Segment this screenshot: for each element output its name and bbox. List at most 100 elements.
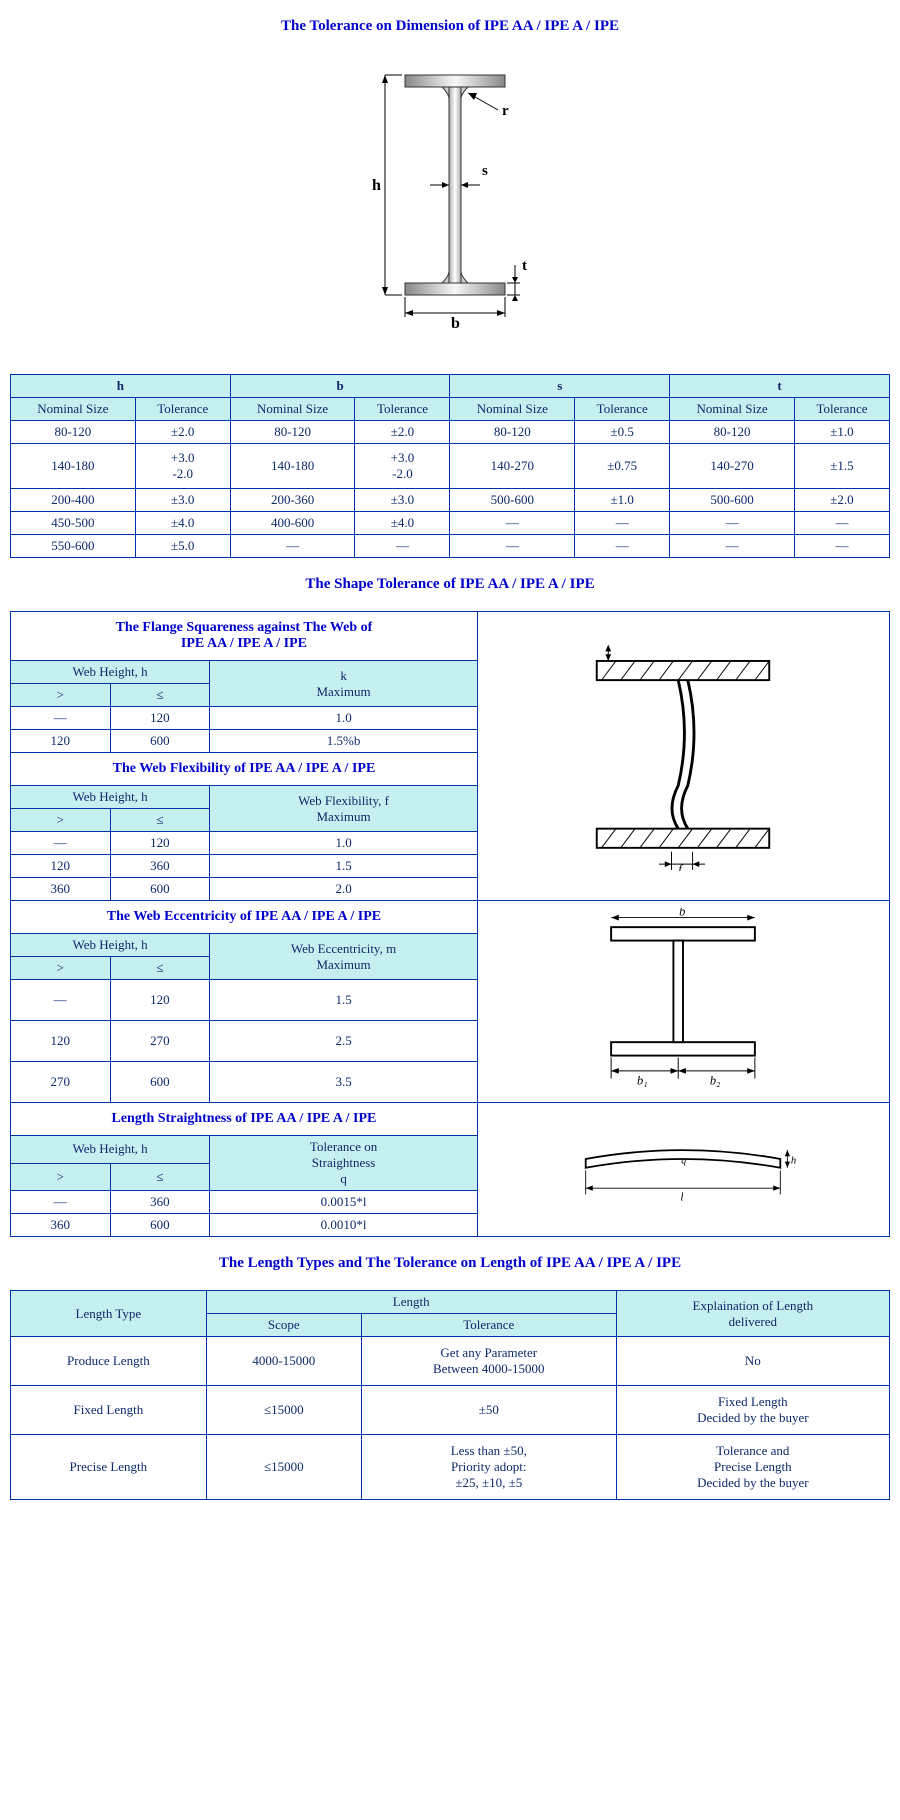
head-le: ≤ (110, 684, 210, 707)
svg-text:t: t (522, 258, 527, 274)
cell: 400-600 (230, 512, 355, 535)
cell: ±0.75 (575, 444, 670, 489)
cell: — (355, 535, 450, 558)
cell: ±3.0 (355, 489, 450, 512)
cell: 140-270 (670, 444, 795, 489)
svg-text:r: r (502, 103, 509, 119)
svg-text:h: h (791, 1155, 796, 1166)
cell: ±1.0 (794, 421, 889, 444)
subhead: Tolerance (135, 398, 230, 421)
cell: 3.5 (210, 1062, 478, 1103)
ibeam-cross-section-icon: h b s t r (350, 55, 550, 335)
subhead: Nominal Size (450, 398, 575, 421)
cell: +3.0 -2.0 (135, 444, 230, 489)
head-length-type: Length Type (11, 1291, 207, 1337)
cell: 80-120 (230, 421, 355, 444)
cell: 450-500 (11, 512, 136, 535)
cell: — (11, 832, 111, 855)
cell: 140-180 (230, 444, 355, 489)
cell: — (450, 535, 575, 558)
head-gt: > (11, 684, 111, 707)
cell: ±1.5 (794, 444, 889, 489)
cell: 120 (110, 832, 210, 855)
cell: ±2.0 (794, 489, 889, 512)
cell: 120 (110, 980, 210, 1021)
straightness-diagram-icon: l h q (568, 1128, 798, 1208)
head-gt: > (11, 809, 111, 832)
cell: 80-120 (450, 421, 575, 444)
subhead: Nominal Size (230, 398, 355, 421)
cell: ±4.0 (355, 512, 450, 535)
flange-flex-diagram-cell: f (477, 612, 889, 901)
cell: Less than ±50, Priority adopt: ±25, ±10,… (361, 1435, 616, 1500)
cell: — (575, 512, 670, 535)
cell: Produce Length (11, 1337, 207, 1386)
dimension-title: The Tolerance on Dimension of IPE AA / I… (0, 18, 900, 35)
shape-tolerance-table: The Flange Squareness against The Web of… (10, 611, 890, 1237)
cell: 1.5 (210, 980, 478, 1021)
head-web-height: Web Height, h (11, 661, 210, 684)
cell: 550-600 (11, 535, 136, 558)
head-le: ≤ (110, 957, 210, 980)
cell: 120 (11, 855, 111, 878)
cell: ≤15000 (206, 1386, 361, 1435)
col-group-h: h (11, 375, 231, 398)
cell: 80-120 (670, 421, 795, 444)
head-m: Web Eccentricity, m Maximum (210, 934, 478, 980)
eccentricity-diagram-icon: b b₁ b₂ (568, 908, 798, 1090)
cell: No (616, 1337, 889, 1386)
head-gt: > (11, 1163, 111, 1191)
cell: 140-180 (11, 444, 136, 489)
svg-text:b₂: b₂ (710, 1074, 721, 1088)
head-tolerance: Tolerance (361, 1314, 616, 1337)
cell: 1.0 (210, 832, 478, 855)
web-flexibility-heading: The Web Flexibility of IPE AA / IPE A / … (11, 753, 478, 786)
head-explanation: Explaination of Length delivered (616, 1291, 889, 1337)
length-straightness-heading: Length Straightness of IPE AA / IPE A / … (11, 1103, 478, 1136)
length-types-title: The Length Types and The Tolerance on Le… (0, 1255, 900, 1272)
head-scope: Scope (206, 1314, 361, 1337)
cell: ±50 (361, 1386, 616, 1435)
cell: — (670, 535, 795, 558)
cell: 600 (110, 878, 210, 901)
cell: 360 (110, 1191, 210, 1214)
length-types-table: Length Type Length Explaination of Lengt… (10, 1290, 890, 1500)
cell: 140-270 (450, 444, 575, 489)
cell: — (11, 1191, 111, 1214)
cell: 120 (11, 730, 111, 753)
flange-squareness-heading: The Flange Squareness against The Web of… (11, 612, 478, 661)
cell: — (11, 980, 111, 1021)
straightness-diagram-cell: l h q (477, 1103, 889, 1237)
svg-text:b₁: b₁ (637, 1074, 648, 1088)
head-web-height: Web Height, h (11, 1136, 210, 1164)
cell: 1.0 (210, 707, 478, 730)
col-group-t: t (670, 375, 890, 398)
cell: Fixed Length Decided by the buyer (616, 1386, 889, 1435)
cell: 2.5 (210, 1021, 478, 1062)
cell: 120 (11, 1021, 111, 1062)
cell: ±2.0 (135, 421, 230, 444)
subhead: Nominal Size (670, 398, 795, 421)
cell: 4000-15000 (206, 1337, 361, 1386)
cell: 1.5 (210, 855, 478, 878)
dimension-tolerance-table: h b s t Nominal Size Tolerance Nominal S… (10, 374, 890, 558)
cell: Tolerance and Precise Length Decided by … (616, 1435, 889, 1500)
svg-text:h: h (372, 177, 381, 194)
col-group-b: b (230, 375, 450, 398)
cell: 270 (11, 1062, 111, 1103)
cell: 80-120 (11, 421, 136, 444)
cell: — (794, 512, 889, 535)
ibeam-diagram-container: h b s t r (0, 55, 900, 339)
cell: Precise Length (11, 1435, 207, 1500)
subhead: Tolerance (794, 398, 889, 421)
cell: 500-600 (450, 489, 575, 512)
cell: 600 (110, 1062, 210, 1103)
head-length: Length (206, 1291, 616, 1314)
head-k: k Maximum (210, 661, 478, 707)
svg-text:b: b (680, 908, 686, 919)
cell: ±5.0 (135, 535, 230, 558)
web-eccentricity-heading: The Web Eccentricity of IPE AA / IPE A /… (11, 901, 478, 934)
head-le: ≤ (110, 1163, 210, 1191)
cell: +3.0 -2.0 (355, 444, 450, 489)
cell: 200-360 (230, 489, 355, 512)
